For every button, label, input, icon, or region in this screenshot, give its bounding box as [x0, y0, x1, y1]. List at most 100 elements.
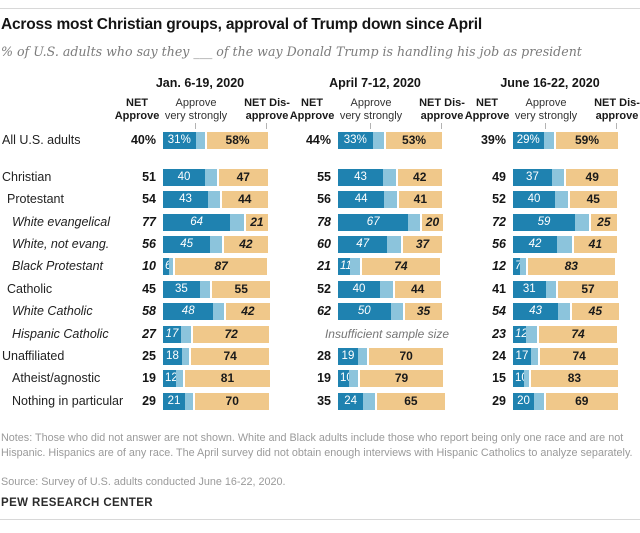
- period-cell: 25 18 74: [130, 348, 305, 365]
- approve-remainder-segment: [525, 326, 538, 343]
- net-approve-value: 56: [317, 192, 331, 206]
- approval-bar: 40 44: [338, 281, 441, 298]
- notes-text: Notes: Those who did not answer are not …: [1, 432, 633, 459]
- period-cell: 21 11 74: [305, 258, 480, 275]
- approve-remainder-segment: [357, 348, 368, 365]
- approve-very-strongly-value: 17: [165, 328, 179, 340]
- approve-remainder-segment: [557, 236, 572, 253]
- period-label: Jan. 6-19, 2020: [155, 76, 245, 90]
- approve-remainder-segment: [387, 236, 402, 253]
- net-approve-value: 44%: [305, 133, 331, 147]
- approve-very-strongly-value: 59: [537, 216, 551, 228]
- net-approve-column-header: NET Approve: [283, 97, 341, 122]
- approve-very-strongly-value: 40: [352, 283, 366, 295]
- disapprove-column-tick: [441, 123, 442, 129]
- approve-very-strongly-value: 12: [165, 372, 178, 384]
- disapprove-value: 83: [567, 371, 582, 385]
- disapprove-segment: 55: [212, 281, 271, 298]
- period-cell: 44% 33% 53%: [305, 132, 480, 149]
- approval-bar: 37 49: [513, 169, 618, 186]
- disapprove-segment: 42: [397, 169, 442, 186]
- period-cell: 35 24 65: [305, 393, 480, 410]
- approve-very-strongly-column-header: Approve very strongly: [333, 97, 409, 122]
- approve-very-strongly-segment: 43: [513, 303, 559, 320]
- net-approve-header-line2: Approve: [114, 109, 160, 122]
- net-approve-value: 60: [317, 237, 331, 251]
- approve-very-strongly-segment: 35: [163, 281, 200, 298]
- disapprove-segment: 69: [545, 393, 618, 410]
- approval-bar: 48 42: [163, 303, 270, 320]
- group-label: White Catholic: [12, 304, 93, 318]
- approve-very-strongly-segment: 59: [513, 214, 575, 231]
- disapprove-column-tick: [266, 123, 267, 129]
- disapprove-value: 42: [413, 170, 427, 184]
- approve-very-strongly-segment: 40: [338, 281, 380, 298]
- approve-very-strongly-segment: 10: [338, 370, 353, 387]
- approve-very-strongly-value: 48: [181, 305, 195, 317]
- approve-very-strongly-segment: 64: [163, 214, 231, 231]
- disapprove-segment: 41: [398, 191, 442, 208]
- approve-remainder-segment: [390, 303, 404, 320]
- disapprove-segment: 79: [360, 370, 443, 387]
- disapprove-value: 41: [413, 192, 427, 206]
- approve-very-strongly-segment: 12: [513, 326, 528, 343]
- disapprove-value: 44: [238, 192, 252, 206]
- disapprove-value: 47: [236, 170, 250, 184]
- period-cell: 39% 29% 59%: [480, 132, 640, 149]
- disapprove-value: 45: [586, 192, 600, 206]
- approval-bar: 7 83: [513, 258, 615, 275]
- disapprove-header-line2: approve: [595, 109, 639, 122]
- net-approve-value: 55: [317, 170, 331, 184]
- net-disapprove-column-header: NET Dis- approve: [407, 97, 477, 122]
- table-row: Protestant 54 43 44 56 44 41 52: [0, 191, 640, 208]
- approval-bar: 18 74: [163, 348, 269, 365]
- approve-remainder-segment: [181, 348, 190, 365]
- disapprove-segment: 81: [184, 370, 270, 387]
- approve-very-strongly-segment: 7: [513, 258, 522, 275]
- disapprove-segment: 42: [225, 303, 270, 320]
- approve-very-strongly-segment: 20: [513, 393, 534, 410]
- disapprove-value: 70: [399, 349, 413, 363]
- disapprove-value: 45: [588, 304, 603, 318]
- group-label: Black Protestant: [12, 259, 104, 273]
- period-cell: Insufficient sample size: [305, 326, 480, 343]
- net-approve-value: 62: [317, 304, 331, 318]
- net-disapprove-column-header: NET Dis- approve: [582, 97, 640, 122]
- group-label: White, not evang.: [12, 237, 110, 251]
- disapprove-header-line1: NET Dis-: [594, 97, 640, 109]
- net-approve-header-line2: Approve: [464, 109, 510, 122]
- net-approve-value: 78: [317, 215, 331, 229]
- table-row: White evangelical 77 64 21 78 67 20 72: [0, 214, 640, 231]
- approve-very-strongly-segment: 42: [513, 236, 558, 253]
- approval-bar: 19 70: [338, 348, 443, 365]
- approve-very-strongly-segment: 43: [338, 169, 384, 186]
- approve-remainder-segment: [408, 214, 420, 231]
- disapprove-value: 74: [394, 259, 408, 273]
- period-cell: 56 45 42: [130, 236, 305, 253]
- approve-remainder-segment: [534, 393, 544, 410]
- net-approve-value: 51: [142, 170, 156, 184]
- table-row: White Catholic 58 48 42 62 50 35 54: [0, 303, 640, 320]
- strongly-column-tick: [545, 123, 546, 129]
- strongly-header-line1: Approve: [525, 97, 567, 109]
- disapprove-segment: 20: [421, 214, 443, 231]
- approve-very-strongly-segment: 50: [338, 303, 391, 320]
- net-approve-value: 77: [142, 215, 156, 229]
- approve-very-strongly-value: 7: [515, 260, 522, 272]
- approve-very-strongly-segment: 17: [513, 348, 531, 365]
- disapprove-value: 69: [575, 394, 589, 408]
- disapprove-segment: 57: [558, 281, 618, 298]
- disapprove-segment: 74: [191, 348, 269, 365]
- group-label: Protestant: [7, 192, 64, 206]
- strongly-column-tick: [195, 123, 196, 129]
- disapprove-value: 58%: [225, 133, 250, 147]
- approve-very-strongly-segment: 47: [338, 236, 388, 253]
- period-cell: 41 31 57: [480, 281, 640, 298]
- approval-bar: 33% 53%: [338, 132, 442, 149]
- approve-very-strongly-segment: 18: [163, 348, 182, 365]
- disapprove-value: 44: [411, 282, 425, 296]
- approve-very-strongly-segment: 37: [513, 169, 552, 186]
- disapprove-segment: 74: [540, 348, 618, 365]
- disapprove-value: 35: [416, 304, 431, 318]
- period-cell: 58 48 42: [130, 303, 305, 320]
